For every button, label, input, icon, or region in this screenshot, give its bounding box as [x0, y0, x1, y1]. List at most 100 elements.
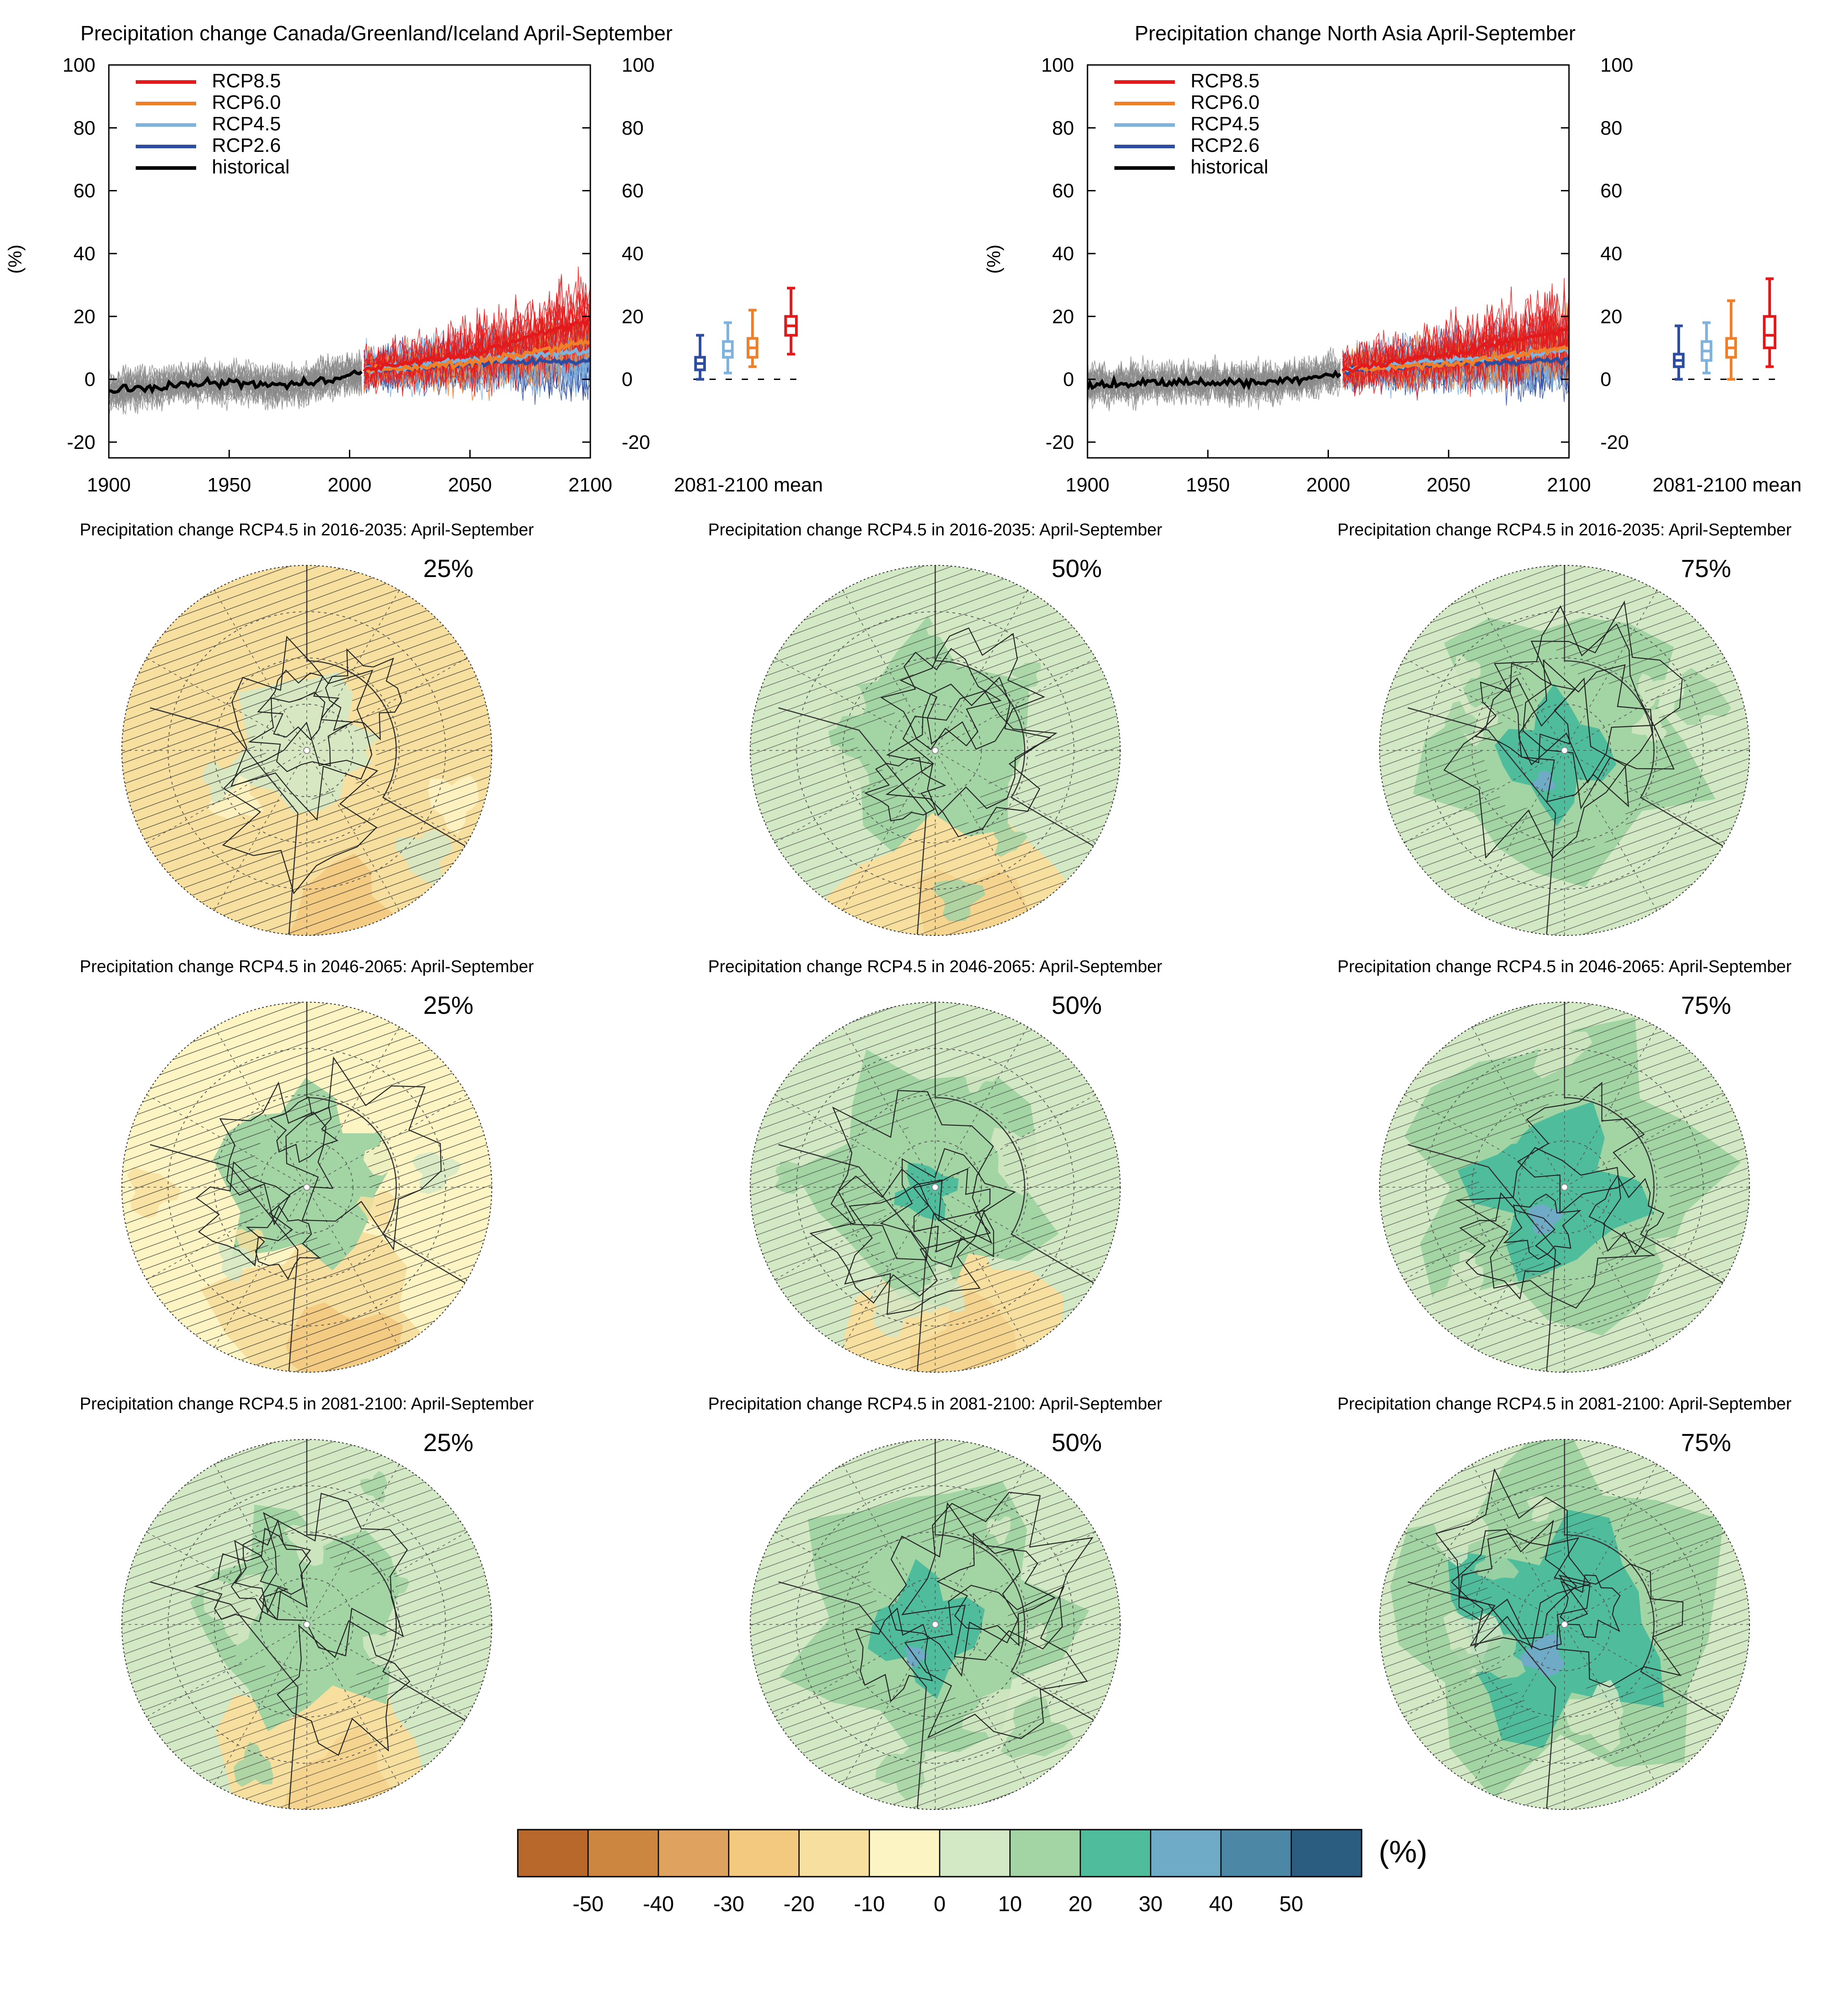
significance-hatching [750, 565, 1120, 935]
coastline [1560, 1574, 1621, 1638]
map-panel-6: Precipitation change RCP4.5 in 2046-2065… [1337, 957, 1792, 1373]
coastline [1494, 605, 1655, 784]
colorbar-tick-label: 40 [1209, 1892, 1233, 1916]
significance-hatching [1380, 565, 1749, 935]
map-panel-2: Precipitation change RCP4.5 in 2016-2035… [708, 521, 1162, 936]
y-tick-label-right: 100 [1600, 54, 1633, 76]
y-tick-label: 80 [73, 117, 95, 139]
wet-core [894, 1163, 959, 1221]
north-pole-marker [1561, 1184, 1568, 1191]
map-panel-1: Precipitation change RCP4.5 in 2016-2035… [80, 521, 534, 936]
region-outline [778, 1581, 927, 1809]
region-outline [1564, 1002, 1740, 1293]
chart-title: Precipitation change Canada/Greenland/Ic… [80, 22, 672, 45]
y-tick-label-right: 20 [1600, 306, 1622, 327]
map-disc [122, 1002, 492, 1372]
boxplot-group [693, 287, 804, 381]
y-tick-label: 80 [1052, 117, 1074, 139]
y-tick-label: 60 [1052, 180, 1074, 202]
historical-ensemble-member [109, 354, 362, 406]
coastline [1474, 663, 1576, 763]
map-title: Precipitation change RCP4.5 in 2081-2100… [80, 1395, 534, 1413]
map-border [121, 1002, 492, 1373]
legend-label: RCP4.5 [212, 113, 281, 135]
coastline [855, 1607, 933, 1702]
x-tick-label: 2000 [328, 474, 372, 496]
boxplot-group [1672, 277, 1783, 381]
rcp85-mean-line [1341, 327, 1569, 374]
legend-label: RCP2.6 [212, 134, 281, 156]
coastline [1588, 1175, 1665, 1255]
rcp85-ensemble-member [1342, 297, 1569, 386]
y-tick-label-right: 0 [622, 369, 632, 391]
north-pole-marker [303, 747, 310, 754]
wet-peak [1520, 1633, 1565, 1677]
colorbar-swatch [658, 1829, 730, 1878]
map-border [121, 1439, 492, 1810]
map-title: Precipitation change RCP4.5 in 2016-2035… [708, 521, 1162, 539]
coastline [245, 1205, 322, 1280]
coastline [219, 1081, 334, 1226]
latitude-circle [842, 1531, 1028, 1718]
rcp60-mean-line [1341, 345, 1569, 375]
coastline [864, 757, 946, 822]
map-border [750, 1439, 1121, 1810]
map-panel-7: Precipitation change RCP4.5 in 2081-2100… [80, 1395, 534, 1810]
coastline [1443, 677, 1627, 859]
x-tick-label: 2100 [568, 474, 612, 496]
map-title: Precipitation change RCP4.5 in 2081-2100… [708, 1395, 1162, 1413]
region-outline [1407, 1144, 1556, 1372]
map-percentile-label: 25% [423, 554, 473, 582]
colorbar-swatch [587, 1829, 659, 1878]
y-tick-label: 20 [1052, 306, 1074, 327]
colorbar-tick-label: 50 [1279, 1892, 1303, 1916]
x-tick-label: 2100 [1547, 474, 1591, 496]
coastline [193, 1553, 289, 1623]
region-outline [778, 707, 927, 935]
y-tick-label: 0 [85, 369, 95, 391]
region-outline [150, 1581, 299, 1809]
boxplot-label: 2081-2100 mean [674, 474, 823, 496]
y-tick-label-right: 20 [622, 306, 644, 327]
x-tick-label: 1900 [87, 474, 131, 496]
legend-label: RCP2.6 [1191, 134, 1259, 156]
region-outline [306, 1002, 482, 1293]
map-border [750, 1002, 1121, 1373]
colorbar-frame [517, 1829, 1363, 1878]
map-patch [1636, 1162, 1662, 1193]
plot-area [1087, 278, 1569, 411]
y-tick-label-right: 60 [1600, 180, 1622, 202]
y-tick-label: 40 [73, 243, 95, 265]
map-border [1379, 1002, 1750, 1373]
map-percentile-label: 75% [1681, 991, 1731, 1019]
colorbar-swatch [728, 1829, 800, 1878]
map-disc [1380, 1439, 1749, 1809]
map-percentile-label: 50% [1052, 991, 1102, 1019]
coastline [886, 676, 1052, 816]
x-tick-label: 1950 [207, 474, 251, 496]
colorbar-swatch [1220, 1829, 1292, 1878]
region-outline [1407, 707, 1556, 935]
coastline [937, 1532, 1056, 1647]
significance-hatching [750, 1002, 1120, 1372]
wet-core [1495, 683, 1616, 827]
map-percentile-label: 75% [1681, 1428, 1731, 1456]
colorbar-unit: (%) [1379, 1834, 1427, 1869]
coastline [1556, 1563, 1684, 1688]
colorbar-swatch [517, 1829, 589, 1878]
coastline [1451, 1519, 1578, 1649]
y-tick-label-right: 0 [1600, 369, 1611, 391]
region-outline [1564, 1439, 1740, 1731]
colorbar-swatch [1150, 1829, 1222, 1878]
north-pole-marker [1561, 747, 1568, 754]
coastline [1503, 1193, 1582, 1260]
y-tick-label: 100 [1041, 54, 1074, 76]
colorbar-swatch [868, 1829, 941, 1878]
map-percentile-label: 25% [423, 1428, 473, 1456]
colorbar: -50 -40 -30 -20 -10 0 10 20 30 40 50 (%) [517, 1829, 1427, 1916]
coastline [231, 1528, 311, 1620]
colorbar-tick-label: -20 [783, 1892, 814, 1916]
y-tick-label: 60 [73, 180, 95, 202]
